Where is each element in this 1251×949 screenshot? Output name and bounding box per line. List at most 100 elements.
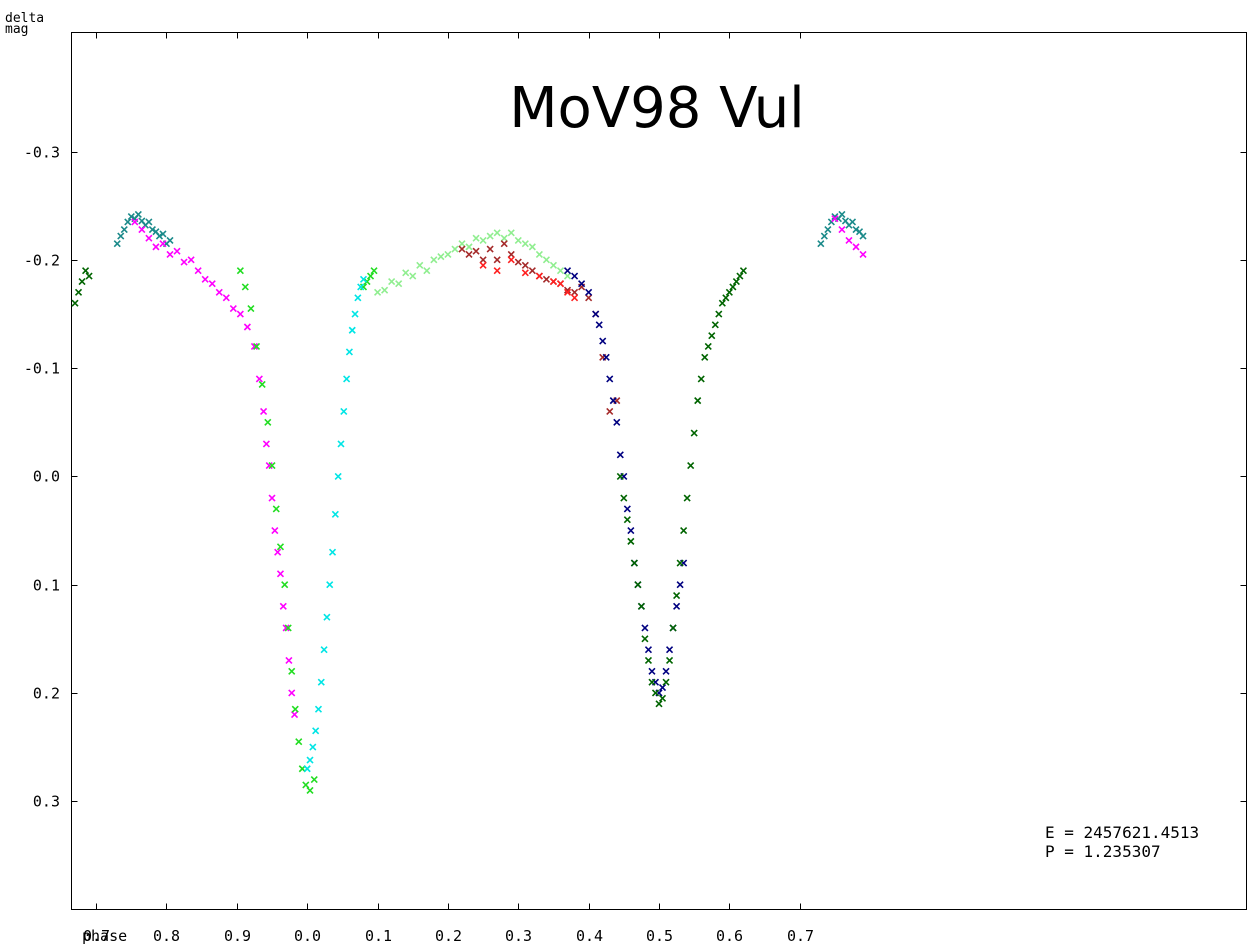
- data-point: [613, 418, 621, 426]
- data-point: [662, 678, 670, 686]
- data-point: [585, 294, 593, 302]
- data-point: [500, 234, 508, 242]
- data-point: [500, 240, 508, 248]
- data-point: [180, 258, 188, 266]
- data-point: [648, 678, 656, 686]
- y-tick-label: 0.1: [33, 577, 60, 595]
- data-point: [359, 283, 368, 291]
- series-2: [236, 267, 378, 794]
- data-point: [262, 440, 270, 448]
- data-point: [602, 353, 610, 361]
- x-tick-label: 0.0: [294, 927, 321, 945]
- data-point: [472, 234, 480, 242]
- data-point: [264, 418, 272, 426]
- data-point: [571, 288, 579, 296]
- data-point: [314, 705, 323, 713]
- data-point: [658, 694, 667, 702]
- data-point: [288, 689, 296, 697]
- data-point: [276, 543, 285, 551]
- data-point: [279, 602, 287, 610]
- data-point: [381, 286, 389, 294]
- data-point: [831, 212, 839, 221]
- data-point: [241, 283, 249, 291]
- data-point: [859, 250, 867, 259]
- data-point: [366, 272, 375, 280]
- data-point: [627, 526, 635, 535]
- data-point: [317, 678, 325, 686]
- data-point: [715, 310, 723, 318]
- data-point: [820, 232, 828, 240]
- data-point: [535, 272, 543, 280]
- data-point: [542, 275, 550, 283]
- data-point: [535, 250, 543, 259]
- data-point: [187, 256, 195, 264]
- data-point: [627, 537, 635, 545]
- data-point: [606, 375, 614, 383]
- data-point: [373, 288, 382, 296]
- data-point: [276, 570, 285, 578]
- x-tick-label: 0.7: [83, 927, 110, 945]
- data-point: [430, 256, 438, 264]
- data-point: [82, 267, 90, 275]
- data-point: [271, 526, 279, 535]
- data-point: [486, 232, 494, 240]
- data-point: [549, 261, 558, 269]
- data-point: [155, 232, 164, 240]
- data-point: [729, 283, 737, 291]
- data-point: [359, 275, 368, 283]
- data-point: [556, 267, 565, 275]
- data-point: [676, 559, 684, 567]
- data-point: [641, 624, 649, 632]
- data-point: [437, 253, 445, 261]
- data-point: [215, 288, 223, 296]
- data-point: [852, 225, 860, 234]
- x-axis-label: phase: [82, 927, 127, 945]
- data-point: [831, 215, 839, 223]
- data-point: [662, 667, 670, 675]
- y-tick-label: -0.2: [24, 252, 60, 270]
- data-point: [71, 299, 79, 307]
- data-point: [288, 667, 296, 675]
- data-point: [676, 581, 684, 589]
- data-point: [236, 310, 244, 318]
- axis-ticks: [71, 32, 1247, 910]
- data-point: [680, 526, 688, 535]
- data-point: [651, 689, 660, 697]
- data-point: [479, 261, 487, 269]
- data-point: [549, 277, 558, 286]
- data-point: [563, 286, 572, 294]
- y-tick-label: 0.2: [33, 685, 60, 703]
- tick-labels: 0.7 0.8 0.9 0.0 0.1 0.2 0.3 0.4 0.5 0.6 0.7 -0.3 -0.…: [24, 144, 814, 946]
- data-point: [644, 656, 653, 665]
- data-point: [578, 280, 586, 288]
- data-point: [345, 348, 353, 356]
- data-point: [74, 288, 83, 296]
- data-point: [285, 656, 293, 665]
- data-point: [145, 218, 153, 226]
- data-point: [268, 494, 276, 502]
- data-point: [409, 272, 417, 280]
- data-point: [563, 272, 572, 280]
- epoch-annotation: E = 2457621.4513: [1045, 823, 1199, 842]
- chart-title: MoV98 Vul: [509, 76, 805, 141]
- x-tick-label: 0.5: [646, 927, 673, 945]
- data-point: [326, 581, 334, 589]
- data-point: [281, 581, 289, 589]
- data-point: [722, 294, 730, 302]
- data-point: [634, 581, 642, 589]
- data-point: [725, 288, 733, 296]
- data-point: [145, 234, 153, 242]
- data-point: [838, 210, 846, 218]
- data-point: [479, 256, 487, 264]
- data-point: [507, 256, 515, 264]
- series-1: [131, 215, 867, 719]
- data-point: [320, 646, 328, 654]
- data-point: [451, 245, 459, 253]
- data-point: [472, 247, 480, 255]
- data-point: [252, 342, 261, 351]
- data-point: [838, 225, 846, 234]
- data-point: [644, 646, 653, 654]
- data-point: [493, 229, 501, 237]
- y-tick-label: -0.1: [24, 360, 60, 378]
- data-point: [514, 236, 522, 244]
